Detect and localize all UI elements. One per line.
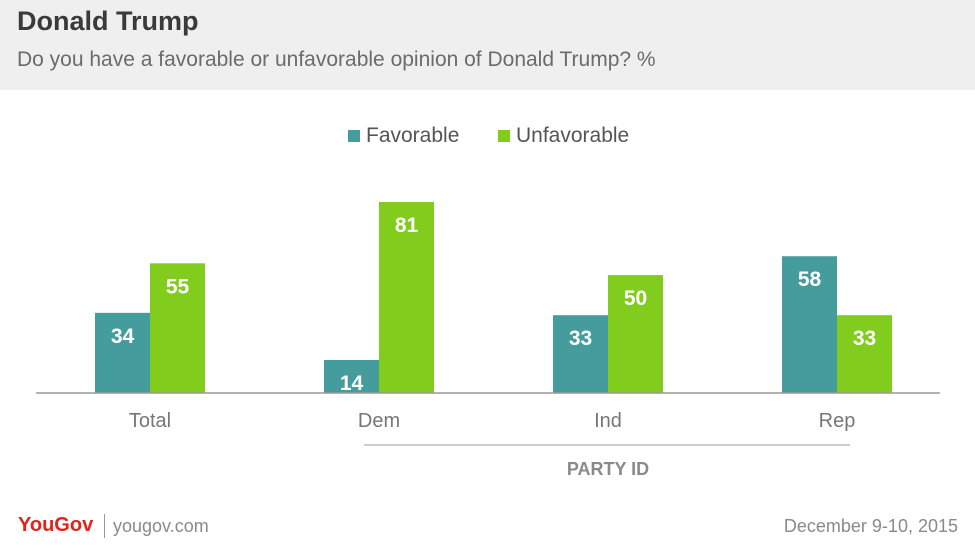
footer-site: yougov.com	[113, 516, 209, 536]
bar-unfavorable-ind	[608, 275, 663, 393]
legend-label-favorable: Favorable	[366, 124, 460, 147]
legend-item-unfavorable: Unfavorable	[498, 122, 629, 150]
bar-favorable-rep	[782, 256, 837, 393]
data-label-favorable-ind: 33	[569, 327, 592, 350]
bar-favorable-ind	[553, 315, 608, 393]
bar-favorable-dem	[324, 359, 379, 393]
yougov-logo: YouGov	[18, 514, 94, 536]
legend-label-unfavorable: Unfavorable	[516, 124, 630, 147]
category-label-rep: Rep	[819, 410, 856, 432]
group-label-party-id: PARTY ID	[567, 459, 649, 479]
data-label-favorable-rep: 58	[798, 268, 822, 291]
data-label-favorable-total: 34	[111, 325, 135, 348]
bar-favorable-total	[95, 312, 150, 393]
legend-swatch-unfavorable	[498, 130, 510, 142]
data-label-unfavorable-rep: 33	[853, 327, 876, 350]
data-label-unfavorable-ind: 50	[624, 287, 647, 310]
footer-divider	[104, 514, 105, 538]
category-label-ind: Ind	[594, 410, 622, 432]
category-label-dem: Dem	[358, 410, 400, 432]
bar-unfavorable-total	[150, 263, 205, 393]
data-label-favorable-dem: 14	[340, 372, 364, 395]
header-band: Donald Trump Do you have a favorable or …	[0, 0, 975, 90]
category-label-total: Total	[129, 410, 171, 432]
data-label-unfavorable-dem: 81	[395, 214, 419, 237]
chart-subtitle: Do you have a favorable or unfavorable o…	[17, 48, 656, 71]
footer-date: December 9-10, 2015	[783, 516, 958, 536]
legend-item-favorable: Favorable	[348, 122, 459, 150]
bar-unfavorable-dem	[379, 202, 434, 393]
legend: Favorable Unfavorable	[0, 122, 975, 150]
chart-title: Donald Trump	[17, 6, 199, 36]
data-label-unfavorable-total: 55	[166, 275, 190, 298]
legend-swatch-favorable	[348, 130, 360, 142]
bar-unfavorable-rep	[837, 315, 892, 393]
